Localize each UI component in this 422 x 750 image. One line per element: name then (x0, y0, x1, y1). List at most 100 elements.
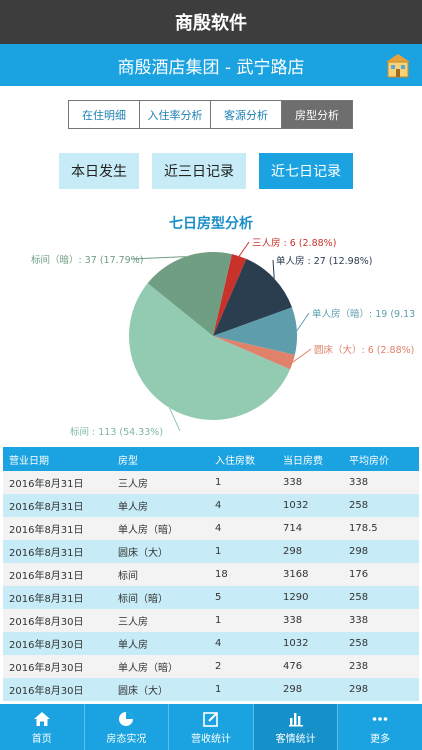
tab-room-status[interactable]: 房态实况 (85, 704, 170, 750)
table-row[interactable]: 2016年8月31日 圆床（大） 1 298 298 (3, 540, 419, 563)
pie-slice-1[interactable] (213, 258, 292, 336)
analysis-segmented-control: 在住明细 入住率分析 客源分析 房型分析 (68, 100, 353, 129)
table-row[interactable]: 2016年8月30日 三人房 1 338 338 (3, 609, 419, 632)
table-cell-rooms: 4 (215, 638, 222, 649)
pie-leader-line-5 (130, 256, 186, 260)
pie-slice-2[interactable] (213, 307, 298, 355)
room-type-table: 营业日期 房型 入住房数 当日房费 平均房价 2016年8月31日 三人房 1 … (3, 447, 419, 701)
table-cell-rooms: 5 (215, 592, 222, 603)
table-cell-date: 2016年8月31日 (9, 594, 84, 605)
pie-leader-line-2 (296, 312, 310, 332)
tab-more-label: 更多 (370, 733, 391, 745)
table-cell-date: 2016年8月30日 (9, 640, 84, 651)
table-cell-date: 2016年8月30日 (9, 617, 84, 628)
table-cell-avg-price: 238 (349, 661, 369, 672)
pie-label-1: 单人房 : 27 (12.98%) (276, 255, 373, 267)
edit-icon (203, 711, 218, 727)
table-row[interactable]: 2016年8月31日 标间（暗） 5 1290 258 (3, 586, 419, 609)
segment-guest-source[interactable]: 客源分析 (211, 101, 282, 128)
table-cell-revenue: 1032 (283, 638, 309, 649)
tab-room-status-label: 房态实况 (106, 733, 147, 745)
table-cell-avg-price: 258 (349, 638, 369, 649)
table-cell-revenue: 338 (283, 477, 303, 488)
table-cell-room-type: 标间 (118, 571, 138, 582)
tab-home[interactable]: 首页 (0, 704, 85, 750)
pie-slice-3[interactable] (213, 336, 295, 370)
pie-label-5: 标间（暗）: 37 (17.79%) (31, 254, 143, 266)
table-cell-date: 2016年8月31日 (9, 548, 84, 559)
table-row[interactable]: 2016年8月31日 单人房（暗） 4 714 178.5 (3, 517, 419, 540)
table-cell-revenue: 476 (283, 661, 303, 672)
table-cell-room-type: 三人房 (118, 479, 148, 490)
table-cell-avg-price: 258 (349, 592, 369, 603)
tab-more[interactable]: 更多 (338, 704, 422, 750)
chart-title: 七日房型分析 (169, 216, 253, 232)
table-cell-rooms: 4 (215, 523, 222, 534)
table-cell-date: 2016年8月31日 (9, 571, 84, 582)
table-cell-date: 2016年8月31日 (9, 525, 84, 536)
table-row[interactable]: 2016年8月31日 单人房 4 1032 258 (3, 494, 419, 517)
period-three-days-button[interactable]: 近三日记录 (152, 153, 246, 189)
table-cell-rooms: 1 (215, 684, 222, 695)
table-cell-room-type: 圆床（大） (118, 548, 168, 559)
table-cell-avg-price: 298 (349, 684, 369, 695)
table-cell-room-type: 单人房 (118, 502, 148, 513)
period-today-button[interactable]: 本日发生 (59, 153, 139, 189)
table-cell-rooms: 18 (215, 569, 228, 580)
table-cell-rooms: 1 (215, 546, 222, 557)
table-cell-date: 2016年8月30日 (9, 686, 84, 697)
table-row[interactable]: 2016年8月30日 单人房（暗） 2 476 238 (3, 655, 419, 678)
table-cell-avg-price: 298 (349, 546, 369, 557)
hotel-bar: 商殷酒店集团 - 武宁路店 (0, 44, 422, 86)
table-cell-rooms: 2 (215, 661, 222, 672)
table-cell-revenue: 3168 (283, 569, 309, 580)
period-seven-days-button[interactable]: 近七日记录 (259, 153, 353, 189)
table-header-row: 营业日期 房型 入住房数 当日房费 平均房价 (3, 447, 419, 471)
segment-occupancy-rate[interactable]: 入住率分析 (140, 101, 211, 128)
home-icon (33, 711, 50, 726)
table-cell-revenue: 298 (283, 546, 303, 557)
table-cell-room-type: 单人房（暗） (118, 663, 178, 674)
table-row[interactable]: 2016年8月30日 单人房 4 1032 258 (3, 632, 419, 655)
pie-label-4: 标间 : 113 (54.33%) (70, 426, 163, 438)
pie-label-2: 单人房（暗）: 19 (9.13 (312, 308, 415, 320)
pie-slice-0[interactable] (213, 254, 247, 336)
app-title: 商殷软件 (175, 13, 247, 34)
table-row[interactable]: 2016年8月31日 标间 18 3168 176 (3, 563, 419, 586)
bar-chart-icon (288, 712, 303, 726)
table-cell-room-type: 单人房 (118, 640, 148, 651)
pie-slice-4[interactable] (129, 283, 291, 420)
tab-revenue-stats-label: 营收统计 (190, 733, 231, 745)
pie-label-0: 三人房 : 6 (2.88%) (252, 237, 336, 249)
tab-guest-stats-label: 客情统计 (275, 733, 316, 745)
tab-revenue-stats[interactable]: 营收统计 (169, 704, 254, 750)
pie-leader-line-4 (169, 407, 181, 432)
table-header-revenue: 当日房费 (283, 455, 323, 467)
tab-guest-stats[interactable]: 客情统计 (253, 704, 339, 750)
more-icon (372, 716, 388, 721)
table-cell-avg-price: 338 (349, 477, 369, 488)
table-cell-room-type: 三人房 (118, 617, 148, 628)
table-cell-room-type: 标间（暗） (118, 594, 168, 605)
table-row[interactable]: 2016年8月31日 三人房 1 338 338 (3, 471, 419, 494)
table-cell-revenue: 1032 (283, 500, 309, 511)
table-cell-avg-price: 178.5 (349, 523, 378, 534)
pie-slice-5[interactable] (147, 251, 232, 336)
hotel-name[interactable]: 商殷酒店集团 - 武宁路店 (117, 57, 305, 78)
bottom-tab-bar: 首页 房态实况 营收统计 客情统计 更多 (0, 704, 422, 750)
hotel-building-icon[interactable] (384, 51, 412, 79)
tab-home-label: 首页 (31, 733, 52, 745)
table-cell-avg-price: 258 (349, 500, 369, 511)
segment-occupancy-detail[interactable]: 在住明细 (69, 101, 140, 128)
pie-leader-line-3 (292, 348, 312, 363)
room-type-pie-chart: 三人房 : 6 (2.88%) 单人房 : 27 (12.98%) 单人房（暗）: … (31, 237, 415, 438)
table-cell-revenue: 714 (283, 523, 303, 534)
pie-chart-icon (119, 711, 134, 726)
table-cell-avg-price: 176 (349, 569, 369, 580)
table-cell-rooms: 4 (215, 500, 222, 511)
segment-room-type[interactable]: 房型分析 (282, 101, 352, 128)
table-cell-revenue: 298 (283, 684, 303, 695)
pie-leader-line-0 (238, 241, 250, 257)
table-cell-room-type: 单人房（暗） (118, 525, 178, 536)
table-row[interactable]: 2016年8月30日 圆床（大） 1 298 298 (3, 678, 419, 701)
